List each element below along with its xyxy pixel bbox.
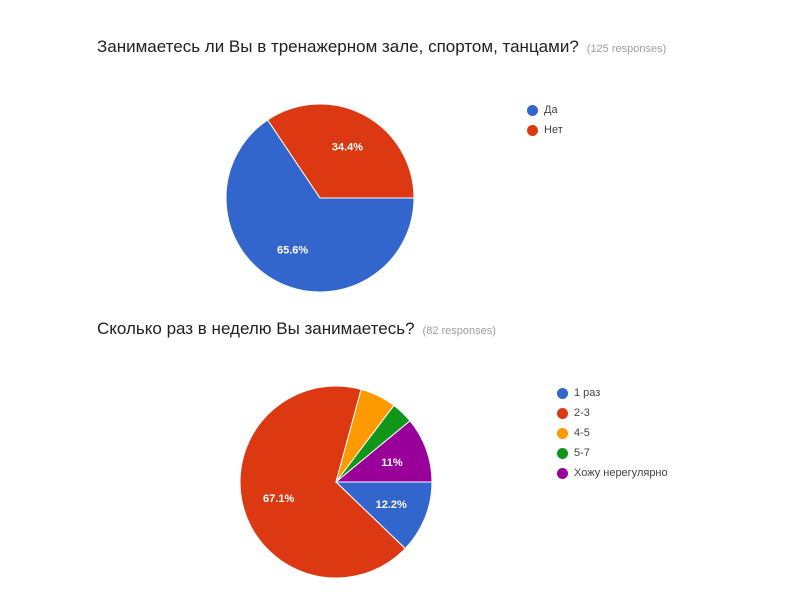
legend-color-swatch bbox=[527, 124, 538, 136]
question-2-header: Сколько раз в неделю Вы занимаетесь? (82… bbox=[97, 319, 496, 339]
legend-item: Хожу нерегулярно bbox=[557, 463, 668, 483]
pie-1-slice-label: 34.4% bbox=[332, 142, 363, 154]
pie-2-slice-label: 12.2% bbox=[376, 499, 407, 511]
pie-2-slice-2-3 bbox=[239, 385, 406, 579]
legend-label: 1 раз bbox=[574, 387, 601, 399]
question-2-legend: 1 раз 2-3 4-5 5-7 Хожу нерегулярно bbox=[557, 383, 668, 483]
legend-color-swatch bbox=[527, 104, 538, 116]
legend-color-swatch bbox=[557, 407, 568, 419]
legend-label: Хожу нерегулярно bbox=[574, 467, 668, 479]
pie-1-slice-да bbox=[225, 119, 415, 293]
pie-2-slice-1-раз bbox=[334, 481, 433, 550]
question-1-header: Занимаетесь ли Вы в тренажерном зале, сп… bbox=[97, 37, 666, 57]
legend-item: Да bbox=[527, 100, 563, 120]
legend-item: 1 раз bbox=[557, 383, 668, 403]
question-1-response-count: (125 responses) bbox=[586, 43, 667, 55]
pie-2-slice-хожу-нерегулярно bbox=[334, 420, 433, 483]
legend-item: Нет bbox=[527, 120, 563, 140]
pie-1-slice-label: 65.6% bbox=[277, 244, 308, 256]
legend-color-swatch bbox=[557, 447, 568, 459]
legend-label: 4-5 bbox=[574, 427, 590, 439]
question-2-response-count: (82 responses) bbox=[422, 325, 496, 337]
pie-2-slice-label: 11% bbox=[381, 457, 403, 469]
pie-2-slice-label: 67.1% bbox=[263, 493, 294, 505]
question-1-title: Занимаетесь ли Вы в тренажерном зале, сп… bbox=[97, 37, 579, 56]
pie-1-slice-нет bbox=[266, 103, 415, 199]
legend-item: 2-3 bbox=[557, 403, 668, 423]
legend-label: Нет bbox=[544, 124, 563, 136]
legend-label: 2-3 bbox=[574, 407, 590, 419]
legend-color-swatch bbox=[557, 427, 568, 439]
legend-label: 5-7 bbox=[574, 447, 590, 459]
question-2-title: Сколько раз в неделю Вы занимаетесь? bbox=[97, 319, 415, 338]
legend-label: Да bbox=[544, 104, 558, 116]
legend-color-swatch bbox=[557, 467, 568, 479]
legend-item: 5-7 bbox=[557, 443, 668, 463]
legend-item: 4-5 bbox=[557, 423, 668, 443]
legend-color-swatch bbox=[557, 387, 568, 399]
question-1-legend: Да Нет bbox=[527, 100, 563, 140]
